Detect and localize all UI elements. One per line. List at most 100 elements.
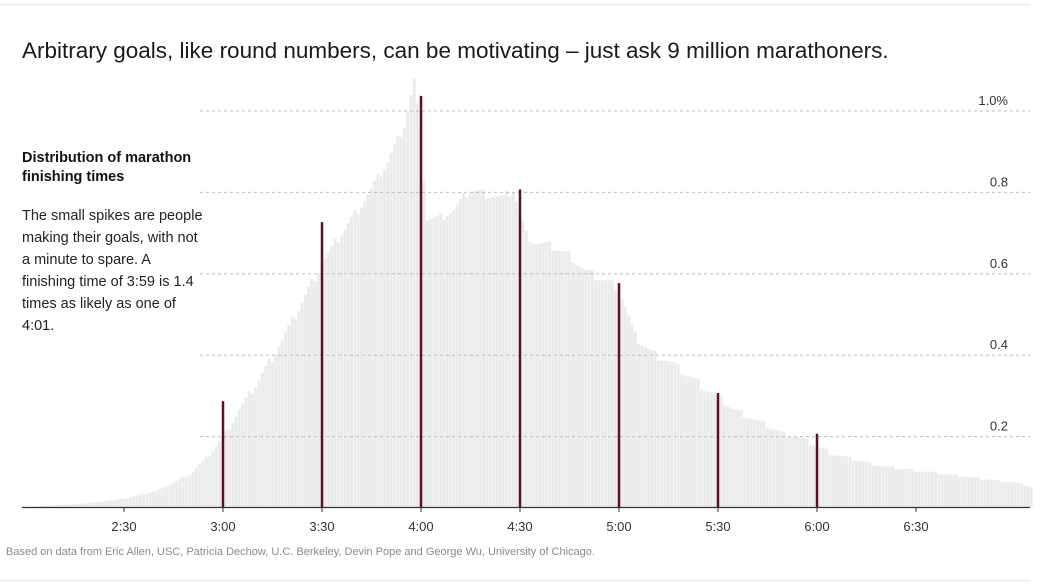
distribution-bar: [660, 360, 664, 507]
distribution-bar: [587, 269, 591, 507]
distribution-bar: [973, 477, 977, 507]
distribution-bar: [551, 250, 555, 507]
distribution-bar: [105, 500, 109, 507]
distribution-bar: [650, 350, 654, 507]
distribution-bar: [363, 201, 367, 507]
distribution-bar: [881, 466, 885, 507]
distribution-bar: [79, 503, 83, 507]
distribution-bar: [521, 221, 525, 507]
distribution-bar: [373, 181, 377, 507]
distribution-bar: [241, 403, 245, 507]
distribution-bar: [260, 373, 264, 507]
distribution-bar: [475, 190, 479, 507]
distribution-bar: [729, 407, 733, 507]
distribution-bar: [630, 323, 634, 507]
y-tick-label: 0.2: [990, 419, 1008, 434]
distribution-bar: [429, 219, 433, 507]
distribution-bar: [798, 437, 802, 507]
distribution-bar: [557, 250, 561, 507]
distribution-bar: [864, 461, 868, 507]
y-tick-labels: 0.2 0.4 0.6 0.8 1.0%: [978, 93, 1008, 434]
x-tick-label: 2:30: [111, 519, 136, 534]
distribution-bar: [33, 506, 37, 507]
distribution-bar: [792, 437, 796, 507]
distribution-bar: [211, 451, 215, 507]
x-tick-label: 4:00: [408, 519, 433, 534]
distribution-bar: [445, 216, 449, 508]
y-tick-label: 0.4: [990, 337, 1008, 352]
distribution-bar: [534, 244, 538, 507]
distribution-bar: [171, 482, 175, 507]
distribution-bar: [861, 461, 865, 507]
distribution-bar: [402, 127, 406, 507]
distribution-bar: [366, 194, 370, 507]
distribution-bar: [990, 479, 994, 507]
distribution-bar: [531, 243, 535, 507]
distribution-bar: [346, 223, 350, 507]
distribution-bar: [198, 464, 202, 507]
distribution-bar: [425, 220, 429, 507]
distribution-bar: [307, 286, 311, 507]
distribution-bar: [369, 188, 373, 507]
distribution-bar: [686, 376, 690, 507]
distribution-bar: [214, 446, 218, 507]
distribution-bar: [637, 343, 641, 507]
source-note: Based on data from Eric Allen, USC, Patr…: [6, 546, 595, 558]
distribution-bar: [927, 471, 931, 507]
distribution-bar: [115, 499, 119, 507]
distribution-bar: [868, 461, 872, 507]
y-tick-label: 1.0%: [978, 93, 1008, 108]
distribution-bar: [201, 460, 205, 507]
distribution-bar: [336, 242, 340, 507]
distribution-bar: [782, 431, 786, 507]
distribution-bar: [340, 236, 344, 508]
distribution-bar: [472, 191, 476, 507]
distribution-bar: [561, 251, 565, 507]
distribution-bar: [59, 504, 63, 507]
distribution-bar: [574, 264, 578, 507]
distribution-bar: [851, 460, 855, 507]
highlight-spikes: [221, 95, 819, 507]
distribution-bar: [66, 504, 70, 507]
distribution-bar: [567, 251, 571, 507]
distribution-bar: [188, 475, 192, 507]
distribution-bar: [244, 397, 248, 507]
distribution-bar: [435, 216, 439, 507]
distribution-bar: [119, 499, 122, 507]
distribution-bar: [383, 169, 386, 508]
distribution-bar: [785, 437, 789, 507]
distribution-bar: [458, 199, 462, 507]
distribution-bar: [386, 162, 390, 507]
distribution-bar: [462, 193, 466, 507]
distribution-bar: [501, 194, 505, 507]
distribution-bar: [878, 466, 881, 507]
distribution-bar: [666, 360, 670, 507]
distribution-bar: [831, 455, 835, 507]
distribution-bar: [310, 278, 314, 507]
distribution-bar: [155, 490, 159, 507]
distribution-bar: [944, 474, 947, 507]
distribution-bar: [581, 268, 584, 507]
distribution-bar: [1016, 482, 1020, 507]
distribution-bar: [303, 294, 307, 507]
distribution-bar: [633, 331, 637, 507]
distribution-bar: [696, 379, 700, 507]
distribution-bar: [138, 494, 142, 507]
distribution-bar: [917, 471, 921, 507]
distribution-bar: [56, 505, 60, 507]
distribution-bar: [693, 378, 697, 507]
distribution-bar: [251, 393, 254, 507]
bottom-rule: [0, 580, 1030, 581]
distribution-bar: [894, 469, 898, 507]
distribution-bar: [482, 189, 485, 507]
distribution-bar: [835, 455, 839, 507]
distribution-bar: [125, 498, 129, 507]
distribution-bar: [1013, 482, 1017, 507]
distribution-bar: [175, 480, 179, 507]
distribution-bar: [752, 419, 756, 507]
distribution-bar: [653, 350, 657, 507]
distribution-bar: [439, 212, 443, 507]
distribution-bar: [1000, 481, 1004, 507]
distribution-bar: [742, 417, 746, 507]
distribution-bar: [267, 358, 271, 507]
